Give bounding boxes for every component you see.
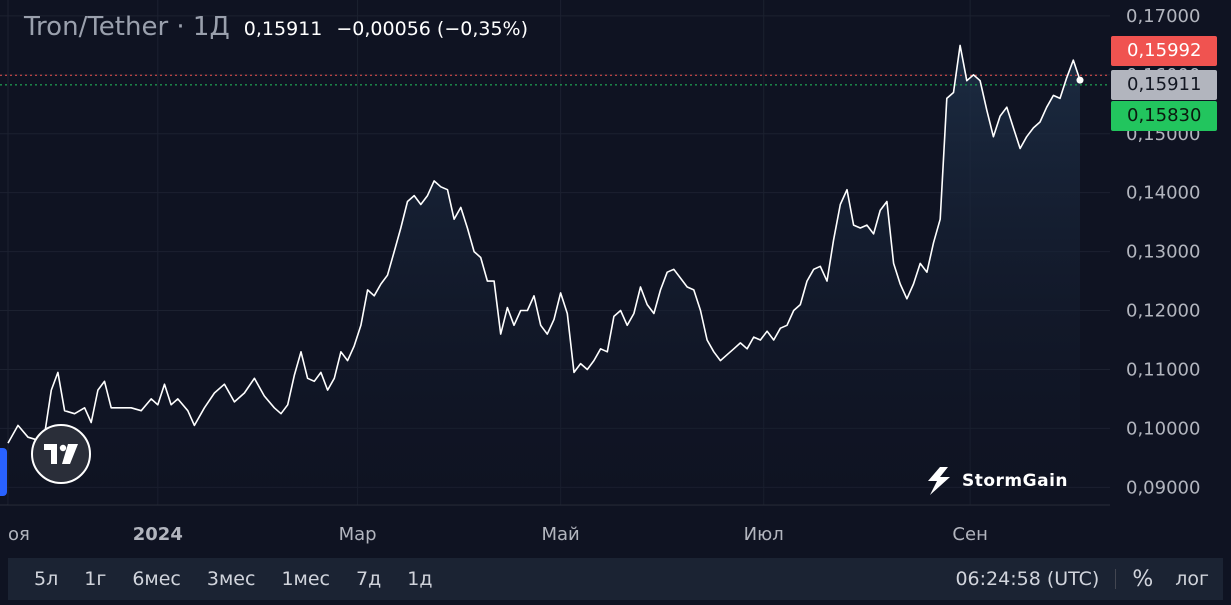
log-scale-toggle[interactable]: лог [1175, 568, 1209, 590]
last-price-badge: 0,15911 [1111, 70, 1217, 100]
last-price-dot [1076, 76, 1084, 84]
x-tick-label: оя [8, 524, 30, 545]
y-tick-label: 0,09000 [1126, 477, 1200, 498]
y-tick-label: 0,13000 [1126, 242, 1200, 263]
ask-price-badge: 0,15992 [1111, 36, 1217, 66]
y-tick-label: 0,12000 [1126, 301, 1200, 322]
range-1d-button[interactable]: 1д [407, 568, 433, 590]
x-axis: оя 2024 Мар Май Июл Сен [8, 524, 988, 545]
price-area-fill [8, 45, 1080, 506]
utc-clock[interactable]: 06:24:58 (UTC) [955, 568, 1100, 590]
range-6m-button[interactable]: 6мес [132, 568, 181, 590]
tradingview-logo-icon[interactable] [31, 424, 91, 484]
y-tick-label: 0,10000 [1126, 418, 1200, 439]
bid-price-badge: 0,15830 [1111, 101, 1217, 131]
current-price: 0,15911 [243, 18, 323, 40]
symbol-title[interactable]: Tron/Tether · 1Д [24, 12, 230, 42]
percent-scale-toggle[interactable]: % [1132, 566, 1154, 592]
side-panel-tab[interactable] [0, 448, 7, 496]
x-tick-label: Июл [744, 524, 784, 545]
stormgain-text: StormGain [962, 471, 1069, 491]
bottom-toolbar: 5л 1г 6мес 3мес 1мес 7д 1д 06:24:58 (UTC… [8, 558, 1223, 600]
price-line [7, 44, 1081, 444]
range-7d-button[interactable]: 7д [356, 568, 382, 590]
x-tick-label: Сен [952, 524, 987, 545]
stormgain-bolt-icon [928, 467, 950, 495]
x-tick-label: Мар [339, 524, 377, 545]
range-1y-button[interactable]: 1г [84, 568, 107, 590]
toolbar-divider [1115, 569, 1117, 589]
range-3m-button[interactable]: 3мес [206, 568, 256, 590]
y-tick-label: 0,11000 [1126, 359, 1200, 380]
range-5y-button[interactable]: 5л [34, 568, 59, 590]
range-1m-button[interactable]: 1мес [281, 568, 330, 590]
x-tick-label: 2024 [133, 524, 183, 545]
y-tick-label: 0,17000 [1126, 6, 1200, 27]
tv-logo-glyph [44, 444, 78, 464]
chart-header: Tron/Tether · 1Д 0,15911 −0,00056 (−0,35… [24, 12, 528, 44]
price-change: −0,00056 (−0,35%) [336, 18, 529, 40]
x-tick-label: Май [542, 524, 580, 545]
y-tick-label: 0,14000 [1126, 183, 1200, 204]
stormgain-watermark: StormGain [926, 466, 1068, 496]
